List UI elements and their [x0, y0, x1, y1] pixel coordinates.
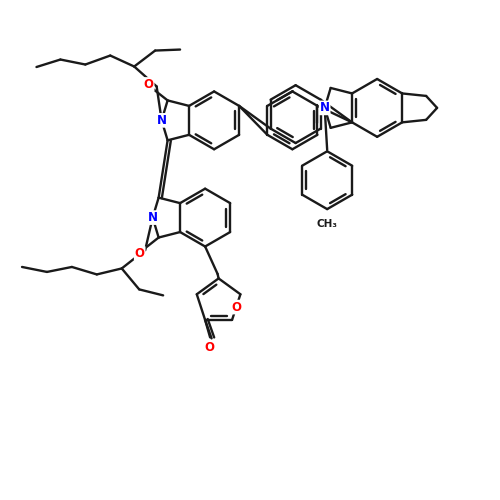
- Text: O: O: [144, 78, 154, 91]
- Text: O: O: [204, 341, 214, 354]
- Text: O: O: [134, 247, 144, 260]
- Text: N: N: [156, 114, 166, 127]
- Text: O: O: [231, 300, 241, 314]
- Text: CH₃: CH₃: [316, 219, 338, 229]
- Text: N: N: [148, 211, 158, 224]
- Text: N: N: [320, 102, 330, 114]
